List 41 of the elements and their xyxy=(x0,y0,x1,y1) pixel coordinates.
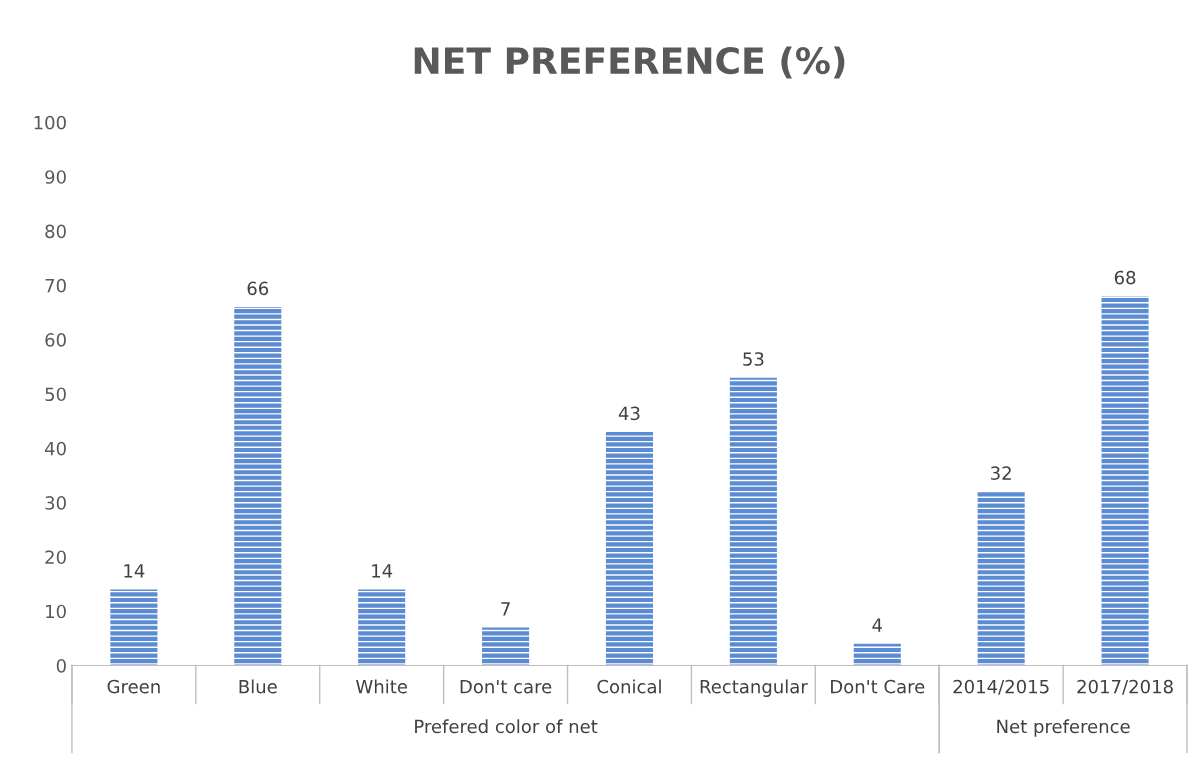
x-tick-label: Don't Care xyxy=(831,679,925,694)
x-tick-label: White xyxy=(356,679,407,694)
chart-title: NET PREFERENCE (%) xyxy=(414,46,845,79)
data-label: 32 xyxy=(991,466,1011,480)
x-tick-label: Conical xyxy=(597,679,661,694)
x-tick-label: Rectangular xyxy=(700,679,808,697)
data-label: 68 xyxy=(1114,270,1136,285)
y-tick-label: 10 xyxy=(46,604,66,619)
y-tick-label: 60 xyxy=(45,333,66,347)
y-tick-label: 50 xyxy=(45,387,66,402)
y-tick-label: 80 xyxy=(45,224,66,239)
bar xyxy=(729,377,777,666)
x-tick-label: Don't care xyxy=(460,679,552,694)
data-label: 43 xyxy=(618,406,640,421)
x-tick-label: Green xyxy=(107,679,160,694)
bar xyxy=(605,432,654,666)
text: Net preference xyxy=(997,719,1130,737)
y-tick-label: 90 xyxy=(45,170,66,184)
bar xyxy=(977,491,1025,666)
x-tick-label: 2014/2015 xyxy=(953,679,1049,695)
y-tick-label: 100 xyxy=(34,115,66,130)
bar xyxy=(358,589,406,666)
data-label: 4 xyxy=(872,618,882,632)
data-label: 14 xyxy=(372,564,393,578)
bar xyxy=(482,627,530,666)
bar xyxy=(853,643,901,666)
text: Prefered color of net xyxy=(415,719,598,734)
y-tick-label: 30 xyxy=(45,496,66,510)
bar xyxy=(110,589,158,666)
data-label: 53 xyxy=(743,352,764,366)
y-tick-label: 40 xyxy=(44,441,66,456)
y-tick-label: 20 xyxy=(45,550,66,565)
x-tick-label: 2017/2018 xyxy=(1077,679,1173,695)
bar xyxy=(234,307,282,666)
y-tick-label: 70 xyxy=(45,278,66,293)
y-tick-label: 0 xyxy=(56,659,66,673)
data-label: 14 xyxy=(124,564,145,578)
data-label: 7 xyxy=(501,602,510,616)
bar xyxy=(1101,296,1149,666)
x-tick-label: Blue xyxy=(239,679,277,694)
data-label: 66 xyxy=(247,281,269,296)
